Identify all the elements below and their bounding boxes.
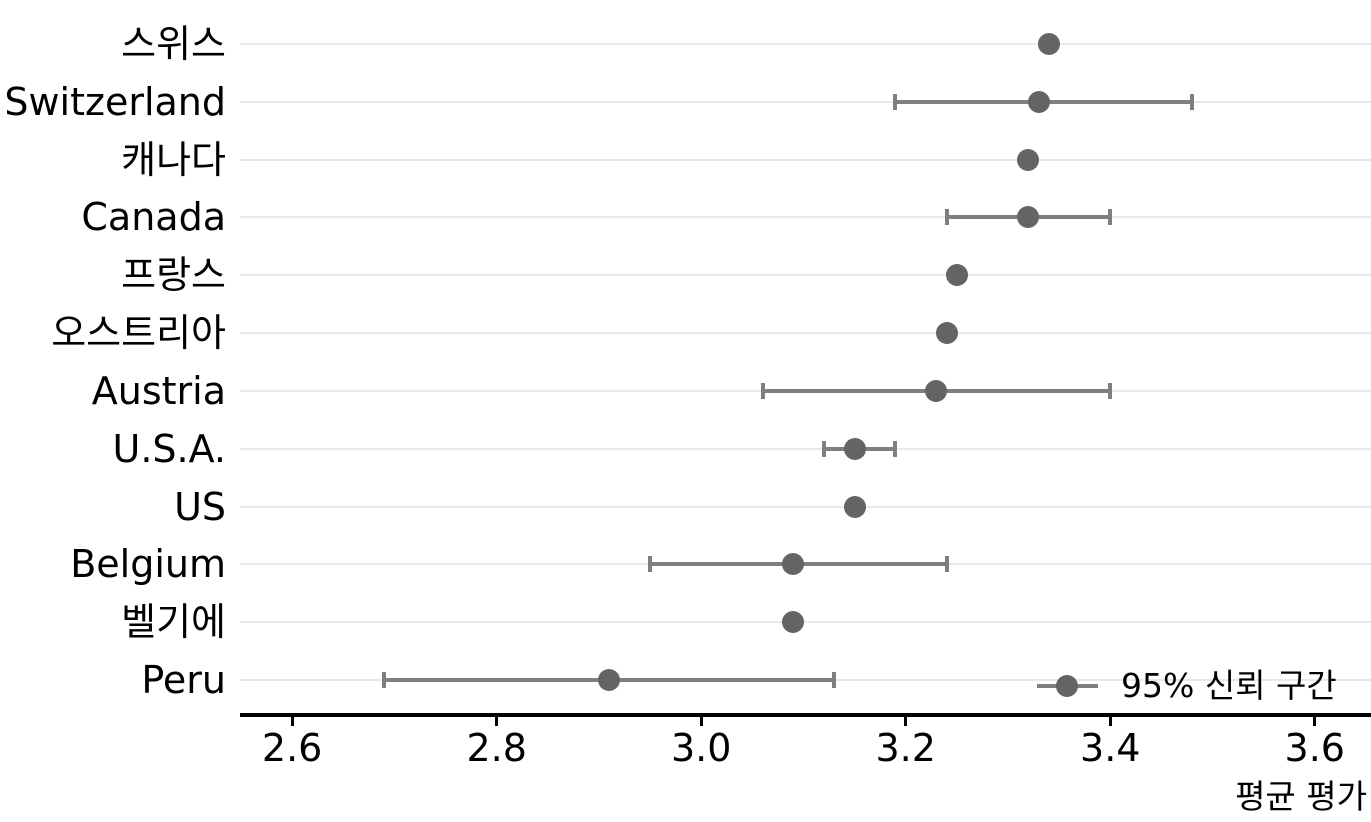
x-tick-label: 3.2 bbox=[875, 726, 936, 770]
x-axis-line bbox=[240, 713, 1371, 717]
data-point bbox=[925, 379, 948, 402]
x-axis-title: 평균 평가 bbox=[1235, 777, 1367, 816]
row-gridline bbox=[240, 100, 1371, 103]
x-tick-mark bbox=[904, 715, 908, 726]
confidence-interval-cap bbox=[944, 556, 949, 573]
data-point bbox=[1017, 148, 1040, 171]
legend-label: 95% 신뢰 구간 bbox=[1121, 666, 1337, 705]
x-tick-label: 3.6 bbox=[1284, 726, 1345, 770]
category-label: 오스트리아 bbox=[51, 311, 226, 356]
row-gridline bbox=[240, 447, 1371, 450]
data-point bbox=[1037, 33, 1060, 55]
category-label: Peru bbox=[141, 658, 226, 703]
category-label: Belgium bbox=[70, 542, 226, 587]
data-point bbox=[843, 495, 866, 518]
x-tick-label: 2.8 bbox=[466, 726, 527, 770]
category-label: 캐나다 bbox=[121, 137, 226, 182]
x-tick-mark bbox=[699, 715, 703, 726]
category-label: U.S.A. bbox=[112, 426, 227, 471]
data-point bbox=[598, 669, 621, 692]
confidence-interval-cap bbox=[760, 382, 765, 399]
x-tick-mark bbox=[1108, 715, 1112, 726]
confidence-interval-cap bbox=[1108, 382, 1113, 399]
row-gridline bbox=[240, 216, 1371, 219]
data-point bbox=[1027, 90, 1050, 113]
data-point bbox=[782, 553, 805, 576]
confidence-interval-cap bbox=[1190, 93, 1195, 110]
category-label: US bbox=[174, 484, 226, 529]
row-gridline bbox=[240, 43, 1371, 45]
confidence-interval-cap bbox=[893, 440, 898, 457]
category-label: Canada bbox=[81, 195, 226, 240]
confidence-interval-cap bbox=[893, 93, 898, 110]
category-label: Switzerland bbox=[4, 79, 226, 124]
confidence-interval-cap bbox=[382, 672, 387, 689]
confidence-interval-cap bbox=[1108, 209, 1113, 226]
data-point bbox=[843, 437, 866, 460]
category-label: Austria bbox=[91, 368, 226, 413]
x-tick-mark bbox=[1313, 715, 1317, 726]
data-point bbox=[945, 264, 968, 287]
row-gridline bbox=[240, 158, 1371, 161]
row-gridline bbox=[240, 505, 1371, 508]
confidence-interval-cap bbox=[821, 440, 826, 457]
x-tick-label: 2.6 bbox=[261, 726, 323, 770]
x-tick-mark bbox=[290, 715, 294, 726]
row-gridline bbox=[240, 621, 1371, 624]
row-gridline bbox=[240, 332, 1371, 335]
confidence-interval-cap bbox=[648, 556, 653, 573]
x-tick-label: 3.0 bbox=[670, 726, 732, 770]
legend-point-icon bbox=[1056, 675, 1078, 697]
x-tick-label: 3.4 bbox=[1080, 726, 1141, 770]
x-tick-mark bbox=[495, 715, 499, 726]
confidence-interval-cap bbox=[832, 672, 837, 689]
data-point bbox=[782, 611, 805, 634]
data-point bbox=[1017, 206, 1040, 229]
category-label: 벨기에 bbox=[121, 600, 226, 645]
data-point bbox=[935, 322, 958, 345]
category-label: 스위스 bbox=[121, 22, 226, 66]
category-label: 프랑스 bbox=[121, 253, 226, 298]
confidence-interval-cap bbox=[944, 209, 949, 226]
row-gridline bbox=[240, 274, 1371, 277]
